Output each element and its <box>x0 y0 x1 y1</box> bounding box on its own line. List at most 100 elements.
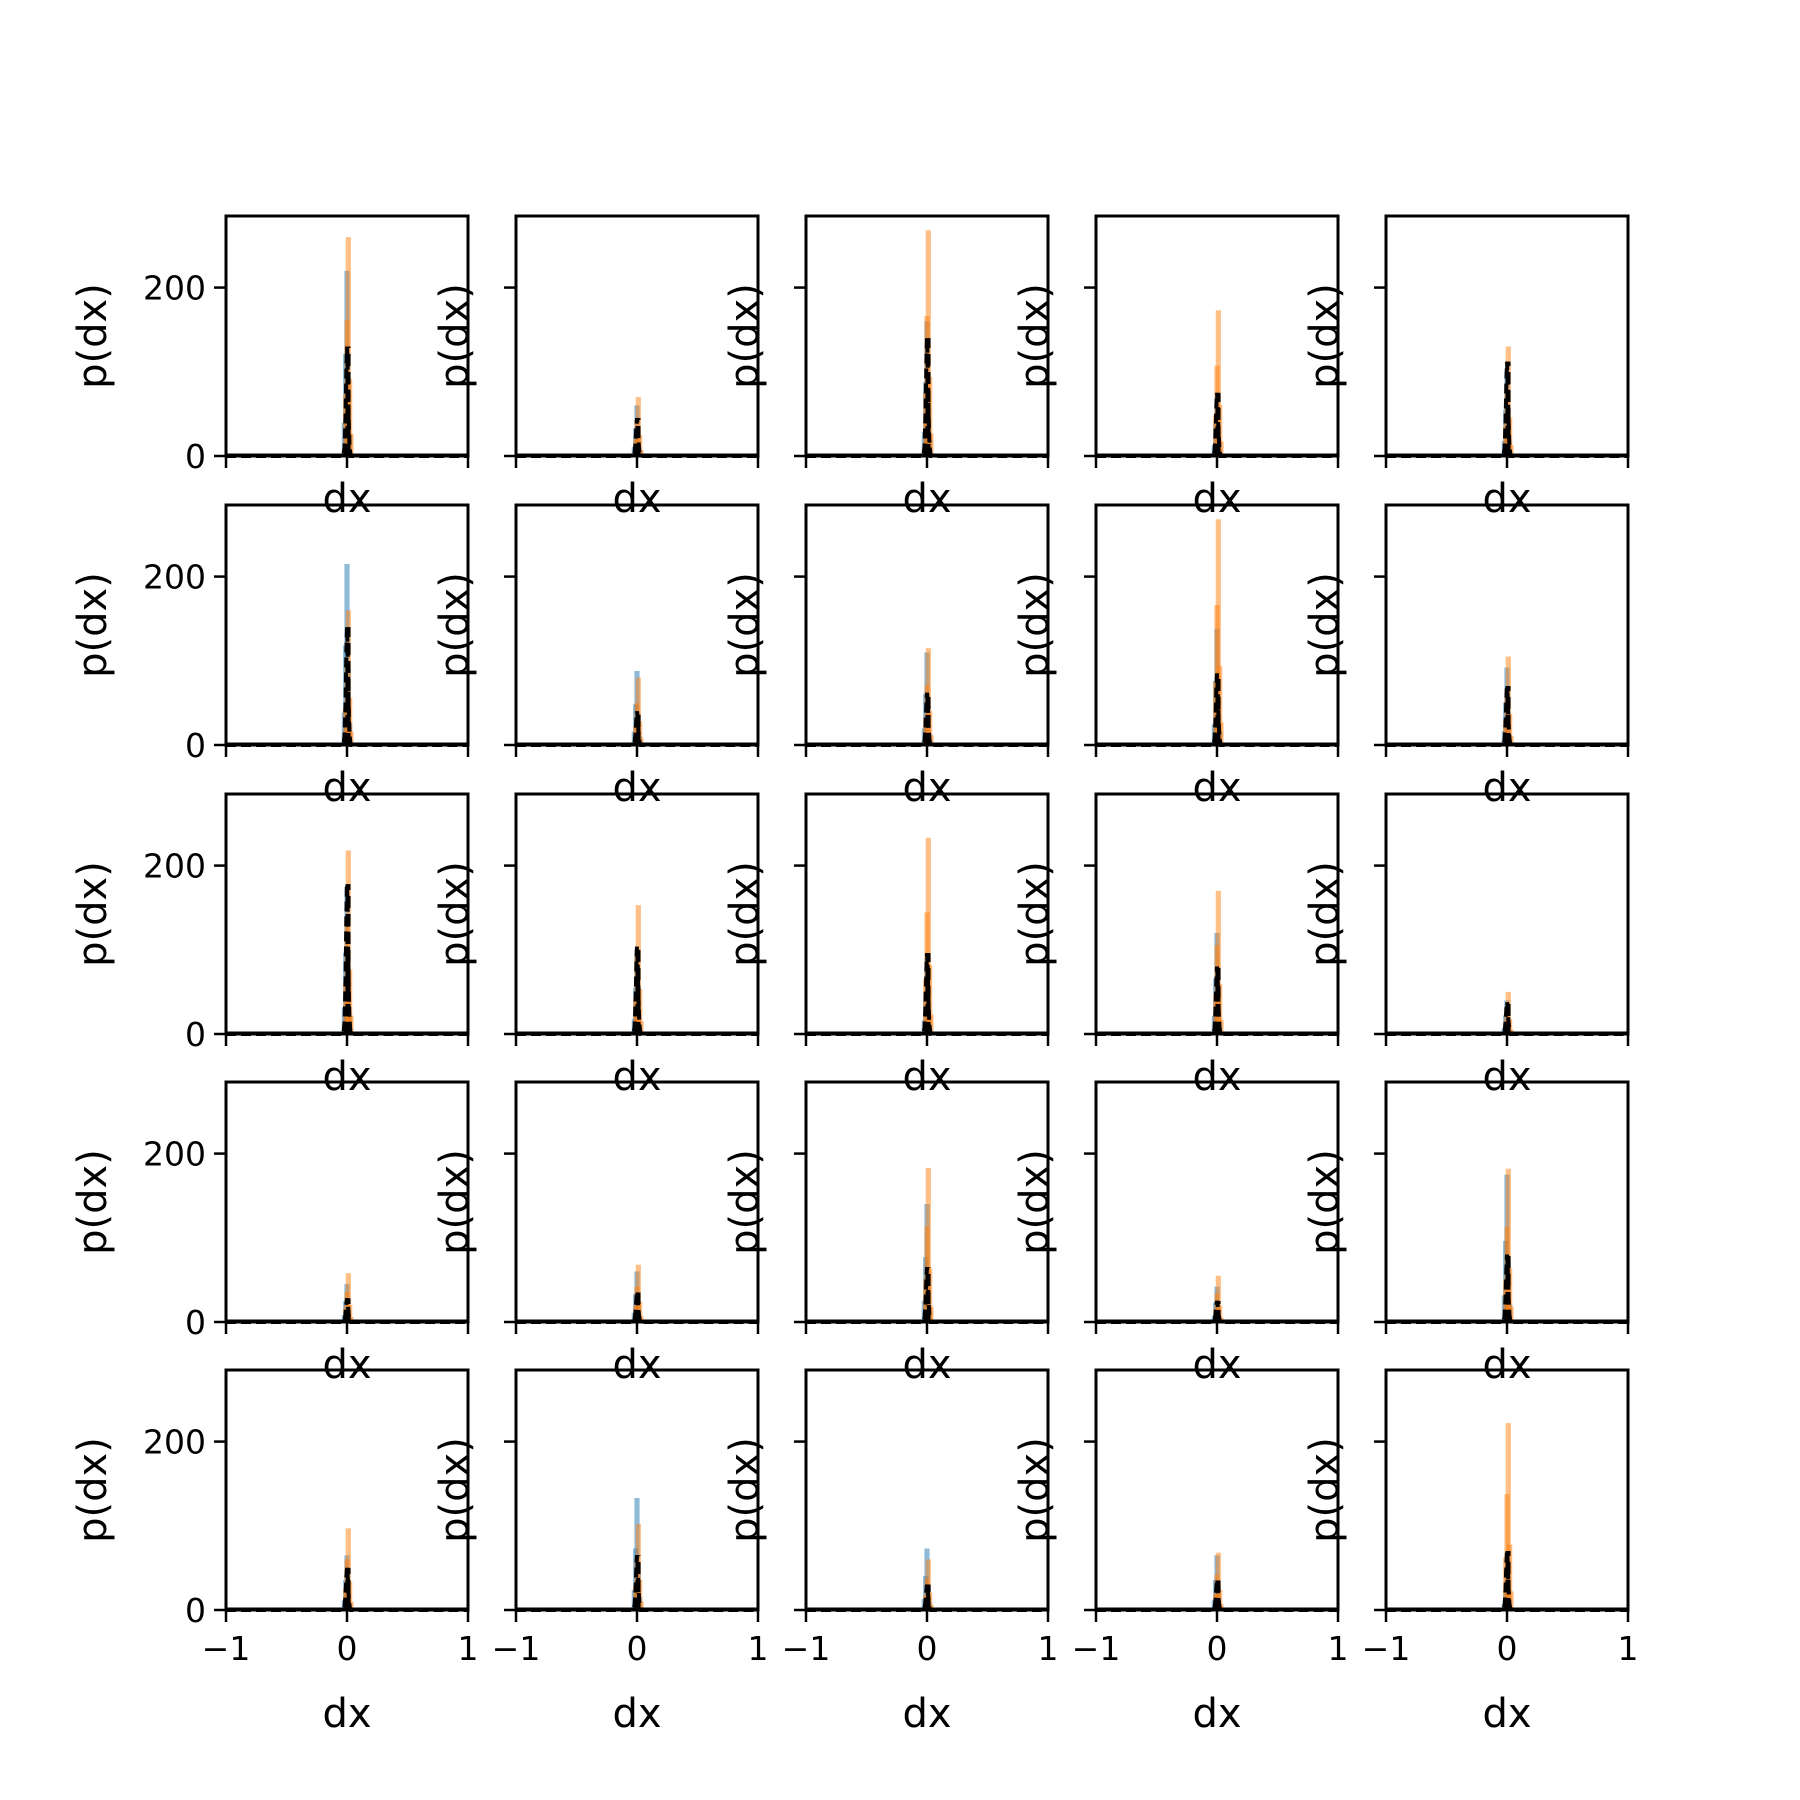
x-tick-label: 1 <box>748 1629 769 1668</box>
x-axis-label: dx <box>612 1342 661 1388</box>
x-axis-label: dx <box>612 765 661 811</box>
orange-bar <box>928 1014 934 1034</box>
panel-2-4 <box>1386 991 1628 1036</box>
y-axis-label: p(dx) <box>1302 572 1348 678</box>
x-axis-label: dx <box>902 1054 951 1100</box>
x-tick-label: −1 <box>202 1629 251 1668</box>
x-axis-label: dx <box>902 476 951 522</box>
y-axis-label: p(dx) <box>1012 1437 1058 1543</box>
x-axis-label: dx <box>322 1691 371 1737</box>
orange-bar <box>925 837 931 1034</box>
y-tick-label: 200 <box>143 1423 206 1462</box>
x-axis-label: dx <box>1482 1691 1531 1737</box>
y-axis-label: p(dx) <box>1302 283 1348 389</box>
x-axis-label: dx <box>1192 1342 1241 1388</box>
x-tick-label: 0 <box>1207 1629 1228 1668</box>
panel-3-1 <box>516 1264 758 1324</box>
x-axis-label: dx <box>612 1054 661 1100</box>
orange-bar <box>925 1167 931 1322</box>
panel-3-4 <box>1386 1168 1628 1324</box>
y-axis-label: p(dx) <box>70 1437 116 1543</box>
y-tick-label: 0 <box>185 1303 206 1342</box>
x-tick-label: 0 <box>917 1629 938 1668</box>
x-axis-label: dx <box>1482 1342 1531 1388</box>
orange-bar <box>638 450 644 456</box>
orange-bar <box>1218 441 1224 456</box>
x-axis-label: dx <box>1192 476 1241 522</box>
orange-bar <box>1215 1275 1221 1322</box>
x-axis-label: dx <box>322 765 371 811</box>
y-tick-label: 0 <box>185 1591 206 1630</box>
orange-bar <box>1505 1423 1511 1610</box>
panel-4-4 <box>1386 1423 1628 1612</box>
y-axis-label: p(dx) <box>432 1149 478 1255</box>
orange-bar <box>1505 1168 1511 1322</box>
orange-bar <box>1215 890 1221 1034</box>
y-axis-label: p(dx) <box>722 861 768 967</box>
x-tick-label: 1 <box>458 1629 479 1668</box>
x-axis-label: dx <box>902 765 951 811</box>
panel-4-3 <box>1096 1552 1338 1612</box>
label-layer: 0 200 dx p(dx) dx p(dx) dx p(dx) dx p(dx) dx p(dx) 0… <box>70 269 1639 1737</box>
y-axis-label: p(dx) <box>1012 572 1058 678</box>
x-axis-label: dx <box>322 476 371 522</box>
orange-bar <box>927 711 933 745</box>
y-axis-label: p(dx) <box>1012 1149 1058 1255</box>
y-axis-label: p(dx) <box>1012 283 1058 389</box>
x-axis-label: dx <box>1482 1054 1531 1100</box>
x-axis-label: dx <box>1192 765 1241 811</box>
y-axis-label: p(dx) <box>1012 861 1058 967</box>
y-axis-label: p(dx) <box>432 572 478 678</box>
panel-1-4 <box>1386 656 1628 747</box>
x-axis-label: dx <box>612 1691 661 1737</box>
x-axis-label: dx <box>1482 476 1531 522</box>
orange-bar <box>347 969 353 1034</box>
orange-bar <box>348 434 354 456</box>
y-tick-label: 200 <box>143 1135 206 1174</box>
x-tick-label: −1 <box>1072 1629 1121 1668</box>
y-axis-label: p(dx) <box>1302 1149 1348 1255</box>
panel-3-3 <box>1096 1275 1338 1324</box>
y-axis-label: p(dx) <box>432 1437 478 1543</box>
y-axis-label: p(dx) <box>70 861 116 967</box>
y-axis-label: p(dx) <box>70 283 116 389</box>
x-axis-label: dx <box>1192 1054 1241 1100</box>
x-axis-label: dx <box>612 476 661 522</box>
x-tick-label: 1 <box>1328 1629 1349 1668</box>
y-axis-label: p(dx) <box>70 572 116 678</box>
orange-bar <box>1507 714 1513 745</box>
frame-layer <box>214 214 1630 1622</box>
x-tick-label: −1 <box>1362 1629 1411 1668</box>
panel-0-1 <box>516 397 758 458</box>
orange-bar <box>1215 519 1221 745</box>
x-axis-label: dx <box>1192 1691 1241 1737</box>
y-axis-label: p(dx) <box>432 283 478 389</box>
y-axis-label: p(dx) <box>432 861 478 967</box>
y-axis-label: p(dx) <box>1302 1437 1348 1543</box>
y-tick-label: 0 <box>185 437 206 476</box>
y-axis-label: p(dx) <box>722 283 768 389</box>
y-axis-label: p(dx) <box>722 572 768 678</box>
x-tick-label: 1 <box>1618 1629 1639 1668</box>
panel-3-0 <box>226 1273 468 1324</box>
x-axis-label: dx <box>902 1691 951 1737</box>
y-tick-label: 200 <box>143 269 206 308</box>
orange-bar <box>928 433 934 456</box>
y-tick-label: 0 <box>185 726 206 765</box>
y-tick-label: 200 <box>143 847 206 886</box>
y-axis-label: p(dx) <box>722 1437 768 1543</box>
x-tick-label: 1 <box>1038 1629 1059 1668</box>
x-tick-label: 0 <box>1497 1629 1518 1668</box>
x-axis-label: dx <box>902 1342 951 1388</box>
orange-bar <box>345 1273 351 1322</box>
x-tick-label: 0 <box>337 1629 358 1668</box>
panel-0-4 <box>1386 346 1628 458</box>
panel-1-1 <box>516 670 758 747</box>
x-tick-label: 0 <box>627 1629 648 1668</box>
orange-bar <box>1215 310 1221 456</box>
x-tick-label: −1 <box>492 1629 541 1668</box>
x-axis-label: dx <box>322 1342 371 1388</box>
y-axis-label: p(dx) <box>70 1149 116 1255</box>
panel-4-2 <box>806 1548 1048 1612</box>
